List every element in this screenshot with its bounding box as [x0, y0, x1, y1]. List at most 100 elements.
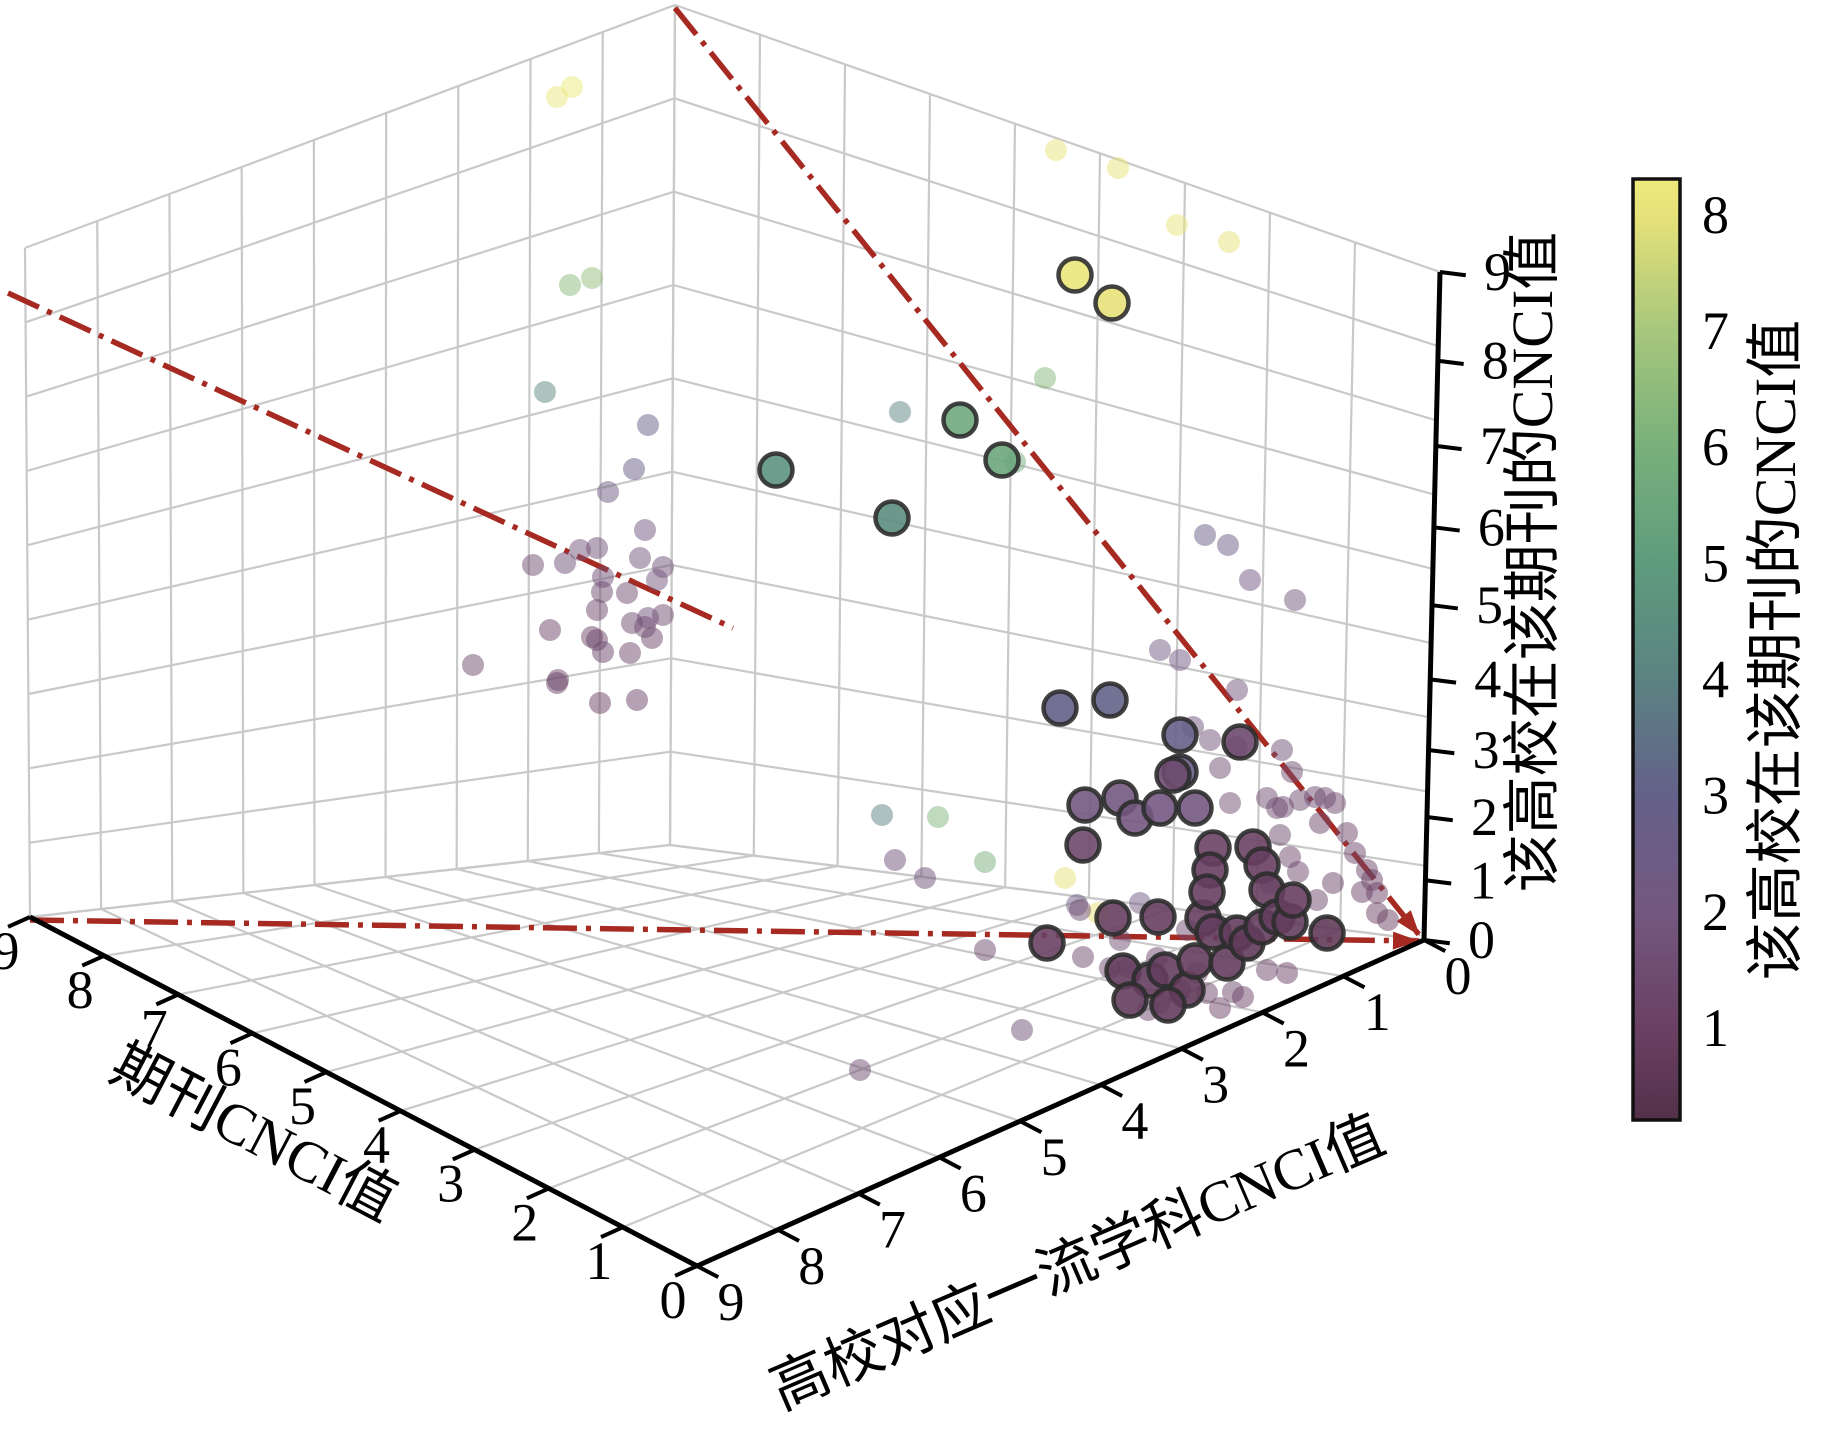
scatter-point [927, 806, 949, 828]
scatter-point-emphasised [1091, 681, 1129, 719]
z-tick-label: 0 [1468, 910, 1495, 970]
scatter-point [1072, 946, 1094, 968]
y-tick-label: 2 [1283, 1018, 1310, 1078]
z-axis-ticks: 012 3 4 5 6 7 8 9 [1423, 242, 1511, 970]
scatter-point [569, 539, 591, 561]
scatter-point [1217, 534, 1239, 556]
scatter-point-emphasised [757, 451, 795, 489]
reference-line [6, 290, 735, 631]
scatter-points [462, 76, 1399, 1081]
scatter-point-emphasised [1176, 789, 1214, 827]
x-tick-label: 4 [363, 1115, 390, 1175]
y-tick-label: 8 [798, 1236, 825, 1296]
scatter-point [1107, 157, 1129, 179]
scatter-point [849, 1059, 871, 1081]
scatter-point [561, 76, 583, 98]
scatter-point [1266, 797, 1288, 819]
scatter-point [1322, 872, 1344, 894]
scatter-point [884, 849, 906, 871]
scatter-point [619, 642, 641, 664]
scatter-point-emphasised [1188, 873, 1226, 911]
z-tick-label: 4 [1474, 649, 1501, 709]
scatter-point-emphasised [1141, 789, 1179, 827]
scatter-point [586, 537, 608, 559]
scatter-point-emphasised [1041, 689, 1079, 727]
reference-line-arrowhead [1392, 931, 1419, 950]
scatter-point-emphasised [1139, 898, 1177, 936]
x-tick-label: 9 [0, 921, 20, 981]
scatter-point [522, 554, 544, 576]
y-tick-label: 5 [1041, 1127, 1068, 1187]
scatter-point [974, 851, 996, 873]
scatter-point [534, 381, 556, 403]
scatter-point [592, 641, 614, 663]
scatter-point [1034, 367, 1056, 389]
left-wall-grid [23, 3, 677, 919]
scatter-point [597, 481, 619, 503]
scatter-point [1351, 881, 1373, 903]
y-tick-label: 9 [718, 1272, 745, 1332]
colorbar-tick-label: 1 [1702, 998, 1729, 1058]
scatter-point [1281, 761, 1303, 783]
scatter-point [581, 267, 603, 289]
scatter-point-emphasised [983, 441, 1021, 479]
scatter-point-emphasised [941, 401, 979, 439]
scatter-point [1011, 1019, 1033, 1041]
scatter-point [634, 616, 656, 638]
scatter-point [629, 547, 651, 569]
z-tick-label: 2 [1471, 787, 1498, 847]
y-tick-label: 6 [960, 1163, 987, 1223]
scatter-point-emphasised [1066, 786, 1104, 824]
z-tick-label: 8 [1482, 331, 1509, 391]
scatter-point-emphasised [1221, 723, 1259, 761]
colorbar-gradient [1633, 179, 1680, 1120]
scatter-point [591, 581, 613, 603]
y-tick-label: 3 [1202, 1055, 1229, 1115]
scatter-point [616, 582, 638, 604]
z-tick-label: 1 [1469, 850, 1496, 910]
x-tick-label: 5 [289, 1076, 316, 1136]
scatter-point [634, 519, 656, 541]
scatter-point-emphasised [1274, 881, 1312, 919]
scatter-point [1306, 889, 1328, 911]
scatter-point [914, 867, 936, 889]
scatter-point [1284, 589, 1306, 611]
scatter-point [559, 274, 581, 296]
colorbar-tick-label: 6 [1702, 417, 1729, 477]
scatter-point [1269, 824, 1291, 846]
colorbar-border [1631, 177, 1682, 1122]
scatter-point [646, 569, 668, 591]
z-tick-label: 7 [1480, 416, 1507, 476]
scatter-point-emphasised [1094, 899, 1132, 937]
scatter-point [1309, 812, 1331, 834]
scatter-point [1344, 842, 1366, 864]
scatter-point [586, 599, 608, 621]
scatter-point [1194, 524, 1216, 546]
scatter-point [1324, 792, 1346, 814]
x-tick-label: 2 [511, 1192, 538, 1252]
scatter-point [539, 619, 561, 641]
z-tick-label: 3 [1473, 720, 1500, 780]
scatter-point [1166, 214, 1188, 236]
colorbar-tick-label: 4 [1702, 650, 1729, 710]
colorbar-tick-label: 5 [1702, 533, 1729, 593]
scatter-point [1169, 649, 1191, 671]
scatter-point [1069, 899, 1091, 921]
y-tick-label: 1 [1364, 982, 1391, 1042]
scatter-point [1271, 739, 1293, 761]
x-tick-label: 1 [585, 1231, 612, 1291]
scatter-point [889, 401, 911, 423]
scatter-point-emphasised [1161, 716, 1199, 754]
scatter-point [1054, 867, 1076, 889]
scatter-point [1366, 902, 1388, 924]
scatter-point-emphasised [1154, 756, 1192, 794]
scatter-point [637, 414, 659, 436]
scatter-point [589, 692, 611, 714]
scatter-point-emphasised [1064, 826, 1102, 864]
scatter-point-emphasised [1308, 914, 1346, 952]
x-tick-label: 6 [215, 1037, 242, 1097]
